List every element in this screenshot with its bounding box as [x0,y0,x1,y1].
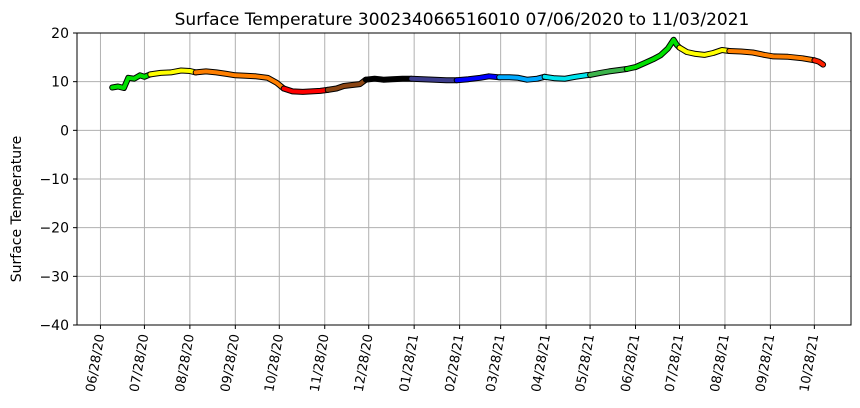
y-axis-label: Surface Temperature [9,136,25,282]
x-tick-label: 06/28/21 [619,333,644,393]
x-tick-label: 11/28/20 [308,333,333,393]
y-axis: 20 10 0 −10 −20 −30 −40 [39,26,77,334]
x-tick-label: 01/28/21 [397,333,422,393]
y-tick-label: −40 [39,318,69,334]
x-tick-label: 03/28/21 [484,333,509,393]
y-tick-label: −10 [39,172,69,188]
series-segment-1 [148,68,198,77]
temperature-series [109,36,827,95]
y-tick-label: 10 [51,75,69,91]
x-tick-label: 04/28/21 [529,333,554,393]
x-tick-label: 07/28/20 [127,333,152,393]
x-tick-label: 10/28/21 [797,333,822,393]
series-segment-14 [812,58,826,67]
x-tick-label: 09/28/21 [753,333,778,393]
series-segment-13 [727,49,817,63]
series-segment-7 [454,74,502,83]
x-tick-label: 08/28/20 [173,333,198,393]
series-segment-8 [497,74,547,82]
series-segment-10 [588,67,629,77]
series-segment-4 [325,77,368,92]
chart-title: Surface Temperature 300234066516010 07/0… [175,10,750,30]
series-segment-0 [110,72,153,90]
series-segment-3 [281,86,330,94]
series-segment-11 [624,37,682,71]
x-tick-label: 12/28/20 [352,333,377,393]
x-tick-label: 10/28/20 [262,333,287,393]
y-tick-label: 20 [51,26,69,42]
x-tick-label: 02/28/21 [443,333,468,393]
x-tick-label: 06/28/20 [83,333,108,393]
series-segment-6 [409,76,459,83]
series-segment-12 [677,45,732,57]
series-segment-9 [542,72,593,81]
x-tick-label: 09/28/20 [218,333,243,393]
x-axis: 06/28/20 07/28/20 08/28/20 09/28/20 10/28/20… [83,325,822,393]
x-tick-label: 07/28/21 [663,333,688,393]
x-tick-label: 08/28/21 [708,333,733,393]
y-tick-label: −20 [39,221,69,237]
series-segment-2 [193,69,286,91]
y-tick-label: −30 [39,269,69,285]
y-tick-label: 0 [60,123,69,139]
x-tick-label: 05/28/21 [573,333,598,393]
series-segment-5 [363,76,414,82]
